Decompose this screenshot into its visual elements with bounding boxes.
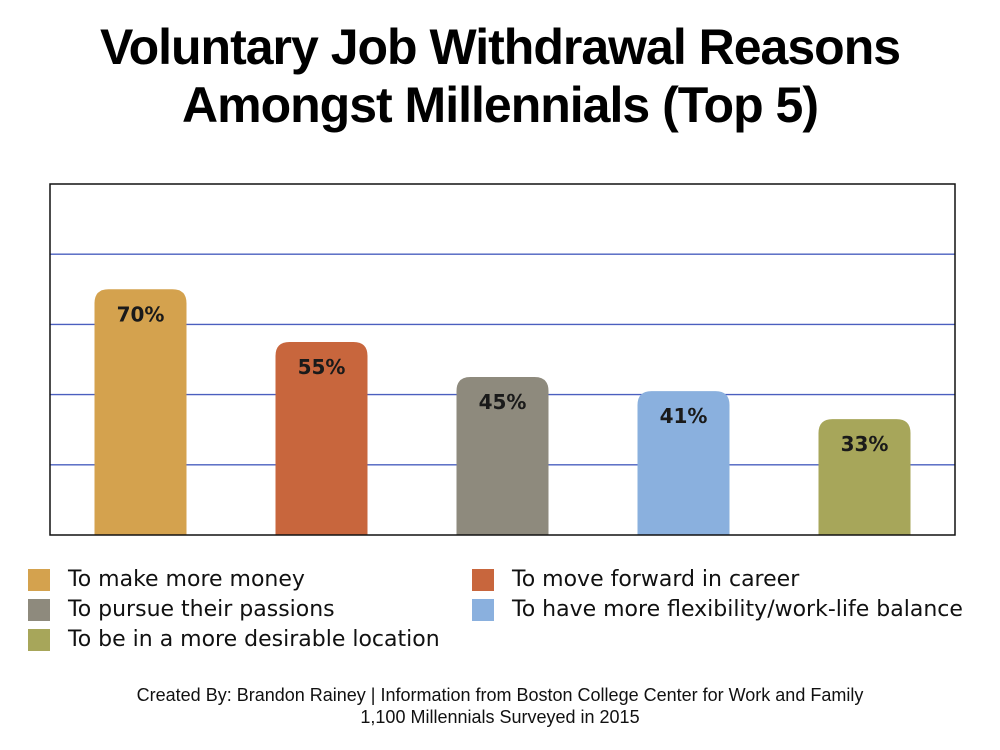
chart-title-line-2: Amongst Millennials (Top 5) [182, 77, 819, 133]
legend-item-pursue-passions: To pursue their passions [28, 597, 335, 622]
data-labels: 70% 55% 45% 41% 33% [117, 302, 889, 456]
legend: To make more money To move forward in ca… [0, 567, 1000, 667]
plot-frame [49, 183, 956, 536]
legend-swatch [472, 568, 494, 591]
credits-line-2: 1,100 Millennials Surveyed in 2015 [360, 707, 640, 727]
bar [94, 289, 187, 535]
legend-label: To be in a more desirable location [68, 627, 440, 652]
data-label: 70% [117, 302, 165, 326]
credits: Created By: Brandon Rainey | Information… [0, 684, 1000, 728]
chart-title: Voluntary Job Withdrawal Reasons Amongst… [0, 18, 1000, 134]
legend-label: To have more flexibility/work-life balan… [512, 597, 963, 622]
bar-chart: 70% 55% 45% 41% 33% [49, 183, 956, 536]
bar [637, 391, 730, 535]
data-label: 41% [660, 404, 708, 428]
legend-item-make-more-money: To make more money [28, 567, 305, 592]
data-label: 33% [841, 432, 889, 456]
bar [456, 377, 549, 535]
legend-swatch [472, 598, 494, 621]
legend-swatch [28, 628, 50, 651]
bars [94, 289, 911, 535]
legend-swatch [28, 598, 50, 621]
data-label: 45% [479, 390, 527, 414]
bar [275, 341, 368, 535]
legend-item-move-forward-in-career: To move forward in career [472, 567, 799, 592]
legend-item-flexibility-work-life-balance: To have more flexibility/work-life balan… [472, 597, 963, 622]
credits-line-1: Created By: Brandon Rainey | Information… [136, 685, 864, 705]
legend-label: To move forward in career [512, 567, 800, 592]
legend-label: To pursue their passions [68, 597, 335, 622]
bar [818, 419, 911, 535]
legend-item-desirable-location: To be in a more desirable location [28, 627, 440, 652]
data-label: 55% [298, 355, 346, 379]
legend-swatch [28, 568, 50, 591]
chart-title-line-1: Voluntary Job Withdrawal Reasons [99, 19, 901, 75]
legend-label: To make more money [68, 567, 305, 592]
